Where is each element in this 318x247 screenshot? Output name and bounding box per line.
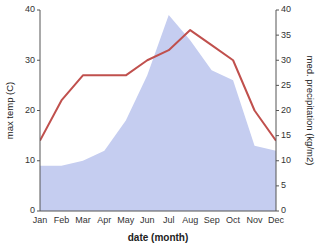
- y2-tick: [276, 10, 279, 11]
- x-tick-label: Jul: [163, 215, 175, 225]
- x-tick-label: Oct: [226, 215, 241, 225]
- y2-tick-label: 0: [281, 205, 286, 215]
- y2-tick-label: 5: [281, 180, 286, 190]
- y2-tick: [276, 135, 279, 136]
- y2-tick-label: 30: [281, 55, 291, 65]
- y-tick: [37, 110, 40, 111]
- y2-tick-label: 25: [281, 80, 291, 90]
- x-tick-label: Dec: [268, 215, 285, 225]
- y2-tick-label: 40: [281, 4, 291, 14]
- temperature-line: [40, 30, 276, 141]
- y-tick: [37, 160, 40, 161]
- y-tick-label: 10: [25, 155, 35, 165]
- y-tick-label: 30: [25, 55, 35, 65]
- y-axis-title: max temp (C): [4, 82, 15, 140]
- x-tick-label: Aug: [182, 215, 198, 225]
- plot-area: [40, 15, 276, 211]
- x-tick-label: Apr: [97, 215, 111, 225]
- y-tick: [37, 211, 40, 212]
- y2-tick: [276, 35, 279, 36]
- y2-tick: [276, 60, 279, 61]
- x-tick-label: Mar: [75, 215, 91, 225]
- x-tick-label: Jun: [140, 215, 155, 225]
- y2-tick-label: 10: [281, 155, 291, 165]
- y2-tick: [276, 110, 279, 111]
- x-axis-line: [40, 211, 276, 212]
- precipitation-area: [40, 15, 276, 211]
- x-tick-label: Nov: [247, 215, 264, 225]
- x-tick-label: Sep: [204, 215, 220, 225]
- y2-tick: [276, 185, 279, 186]
- y2-tick: [276, 211, 279, 212]
- y2-axis-title: med. precipitation (kg/m2): [305, 56, 316, 166]
- y-tick-label: 20: [25, 105, 35, 115]
- y2-tick-label: 20: [281, 105, 291, 115]
- x-tick-label: Jan: [33, 215, 48, 225]
- y2-tick: [276, 160, 279, 161]
- y2-tick-label: 35: [281, 30, 291, 40]
- x-tick-label: Feb: [54, 215, 70, 225]
- y2-tick-label: 15: [281, 130, 291, 140]
- x-axis-title: date (month): [128, 232, 189, 243]
- y-tick-label: 0: [30, 205, 35, 215]
- y-tick: [37, 10, 40, 11]
- y-tick: [37, 60, 40, 61]
- y-tick-label: 40: [25, 4, 35, 14]
- chart: 0 10 20 30 40 0 5 10 15 20 25 30 35 40 Jan Feb Mar Apr May…: [0, 0, 318, 247]
- x-tick-label: May: [117, 215, 135, 225]
- y2-tick: [276, 85, 279, 86]
